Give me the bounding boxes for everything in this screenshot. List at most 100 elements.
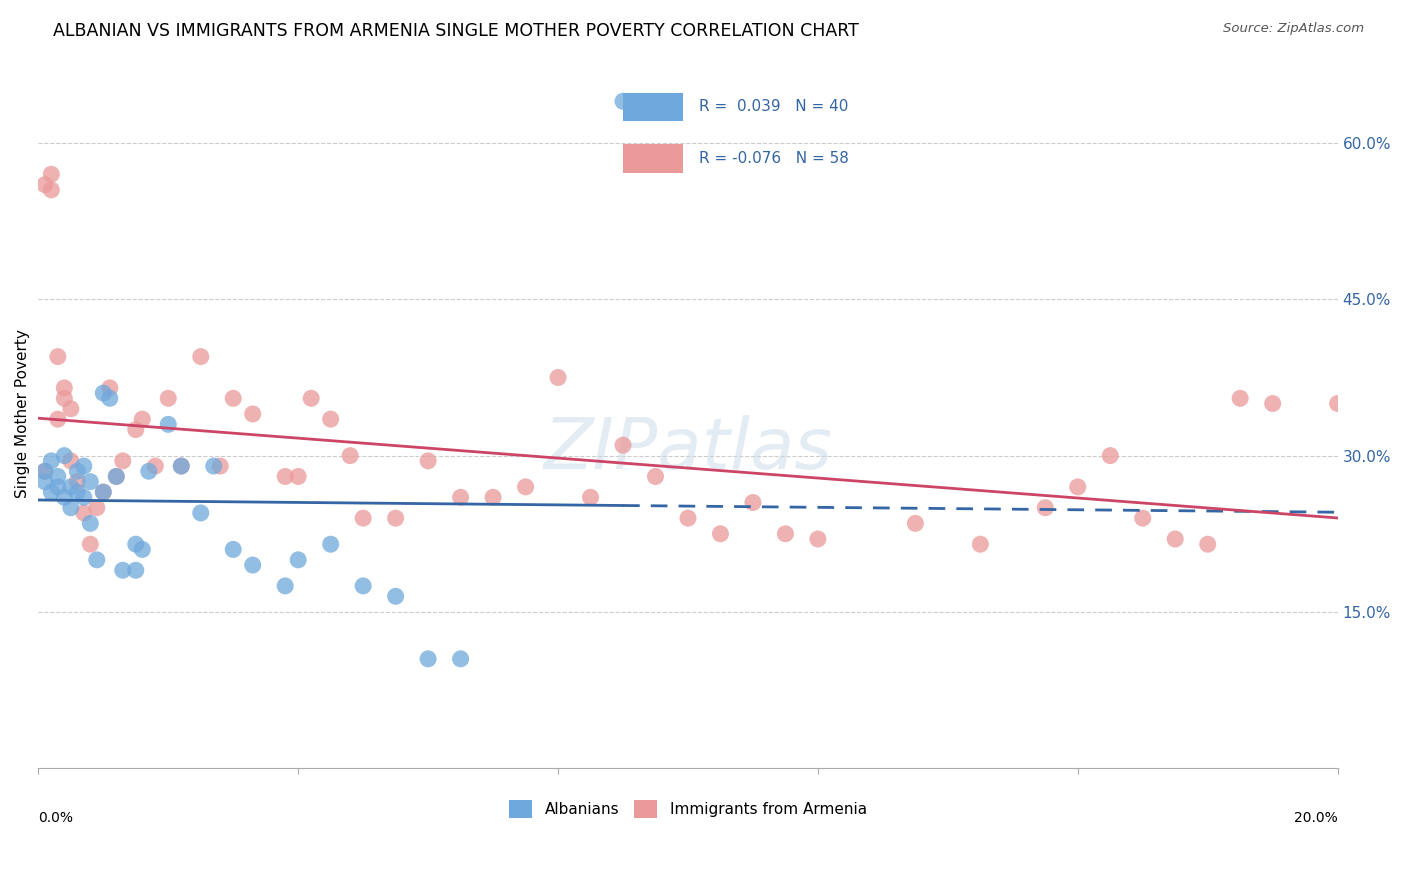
Text: 20.0%: 20.0% bbox=[1294, 811, 1337, 825]
Point bbox=[1261, 396, 1284, 410]
Point bbox=[73, 491, 96, 505]
Point bbox=[73, 458, 96, 473]
Point bbox=[209, 458, 232, 473]
Point bbox=[170, 458, 193, 473]
Point bbox=[86, 553, 108, 567]
Point bbox=[242, 558, 264, 572]
Point bbox=[612, 95, 634, 109]
Point bbox=[59, 454, 82, 468]
Point bbox=[91, 485, 114, 500]
Point bbox=[86, 500, 108, 515]
Point bbox=[450, 491, 472, 505]
Point bbox=[384, 590, 406, 604]
Point bbox=[352, 511, 374, 525]
Point bbox=[59, 401, 82, 416]
FancyBboxPatch shape bbox=[623, 144, 683, 173]
Point bbox=[579, 491, 602, 505]
Text: R = -0.076   N = 58: R = -0.076 N = 58 bbox=[699, 151, 849, 166]
Point bbox=[91, 485, 114, 500]
Point bbox=[482, 491, 505, 505]
Legend: Albanians, Immigrants from Armenia: Albanians, Immigrants from Armenia bbox=[503, 794, 873, 824]
Point bbox=[53, 381, 76, 395]
Point bbox=[41, 183, 63, 197]
Point bbox=[34, 464, 56, 478]
Point bbox=[46, 412, 69, 426]
Point bbox=[34, 475, 56, 489]
FancyBboxPatch shape bbox=[623, 93, 683, 121]
Point bbox=[1099, 449, 1122, 463]
Point bbox=[125, 563, 148, 577]
Point bbox=[319, 537, 342, 551]
Point bbox=[59, 480, 82, 494]
Point bbox=[59, 500, 82, 515]
Point bbox=[547, 370, 569, 384]
Point bbox=[190, 506, 212, 520]
Point bbox=[222, 392, 245, 406]
Point bbox=[46, 480, 69, 494]
Point bbox=[143, 458, 166, 473]
Point bbox=[807, 532, 830, 546]
Point bbox=[41, 167, 63, 181]
Point bbox=[612, 438, 634, 452]
Point bbox=[157, 392, 180, 406]
Text: 0.0%: 0.0% bbox=[38, 811, 73, 825]
Point bbox=[41, 485, 63, 500]
Text: ALBANIAN VS IMMIGRANTS FROM ARMENIA SINGLE MOTHER POVERTY CORRELATION CHART: ALBANIAN VS IMMIGRANTS FROM ARMENIA SING… bbox=[53, 22, 859, 40]
Point bbox=[274, 469, 297, 483]
Point bbox=[676, 511, 699, 525]
Point bbox=[1197, 537, 1219, 551]
Point bbox=[1229, 392, 1251, 406]
Point bbox=[138, 464, 160, 478]
Point bbox=[339, 449, 361, 463]
Point bbox=[73, 506, 96, 520]
Point bbox=[79, 537, 101, 551]
Point bbox=[1326, 396, 1348, 410]
Point bbox=[34, 178, 56, 192]
Point bbox=[775, 526, 797, 541]
Text: ZIPatlas: ZIPatlas bbox=[544, 415, 832, 483]
Point bbox=[644, 469, 666, 483]
Point bbox=[131, 542, 153, 557]
Point bbox=[416, 652, 439, 666]
Point bbox=[319, 412, 342, 426]
Point bbox=[202, 458, 225, 473]
Point bbox=[450, 652, 472, 666]
Y-axis label: Single Mother Poverty: Single Mother Poverty bbox=[15, 329, 30, 499]
Point bbox=[79, 475, 101, 489]
Point bbox=[287, 553, 309, 567]
Point bbox=[66, 464, 89, 478]
Point bbox=[352, 579, 374, 593]
Point bbox=[66, 475, 89, 489]
Point bbox=[1132, 511, 1154, 525]
Point bbox=[91, 386, 114, 401]
Point bbox=[299, 392, 322, 406]
Point bbox=[41, 454, 63, 468]
Point bbox=[53, 491, 76, 505]
Text: R =  0.039   N = 40: R = 0.039 N = 40 bbox=[699, 99, 849, 114]
Point bbox=[170, 458, 193, 473]
Point bbox=[46, 350, 69, 364]
Point bbox=[969, 537, 991, 551]
Point bbox=[34, 464, 56, 478]
Point bbox=[222, 542, 245, 557]
Point bbox=[904, 516, 927, 531]
Point bbox=[274, 579, 297, 593]
Point bbox=[98, 392, 121, 406]
Point bbox=[98, 381, 121, 395]
Point bbox=[515, 480, 537, 494]
Point bbox=[1164, 532, 1187, 546]
Point bbox=[190, 350, 212, 364]
Point bbox=[157, 417, 180, 432]
Point bbox=[742, 495, 765, 509]
Point bbox=[287, 469, 309, 483]
Point bbox=[242, 407, 264, 421]
Text: Source: ZipAtlas.com: Source: ZipAtlas.com bbox=[1223, 22, 1364, 36]
Point bbox=[79, 516, 101, 531]
Point bbox=[709, 526, 731, 541]
Point bbox=[111, 563, 134, 577]
Point bbox=[125, 423, 148, 437]
Point bbox=[384, 511, 406, 525]
Point bbox=[1033, 500, 1056, 515]
Point bbox=[1067, 480, 1090, 494]
Point bbox=[105, 469, 128, 483]
